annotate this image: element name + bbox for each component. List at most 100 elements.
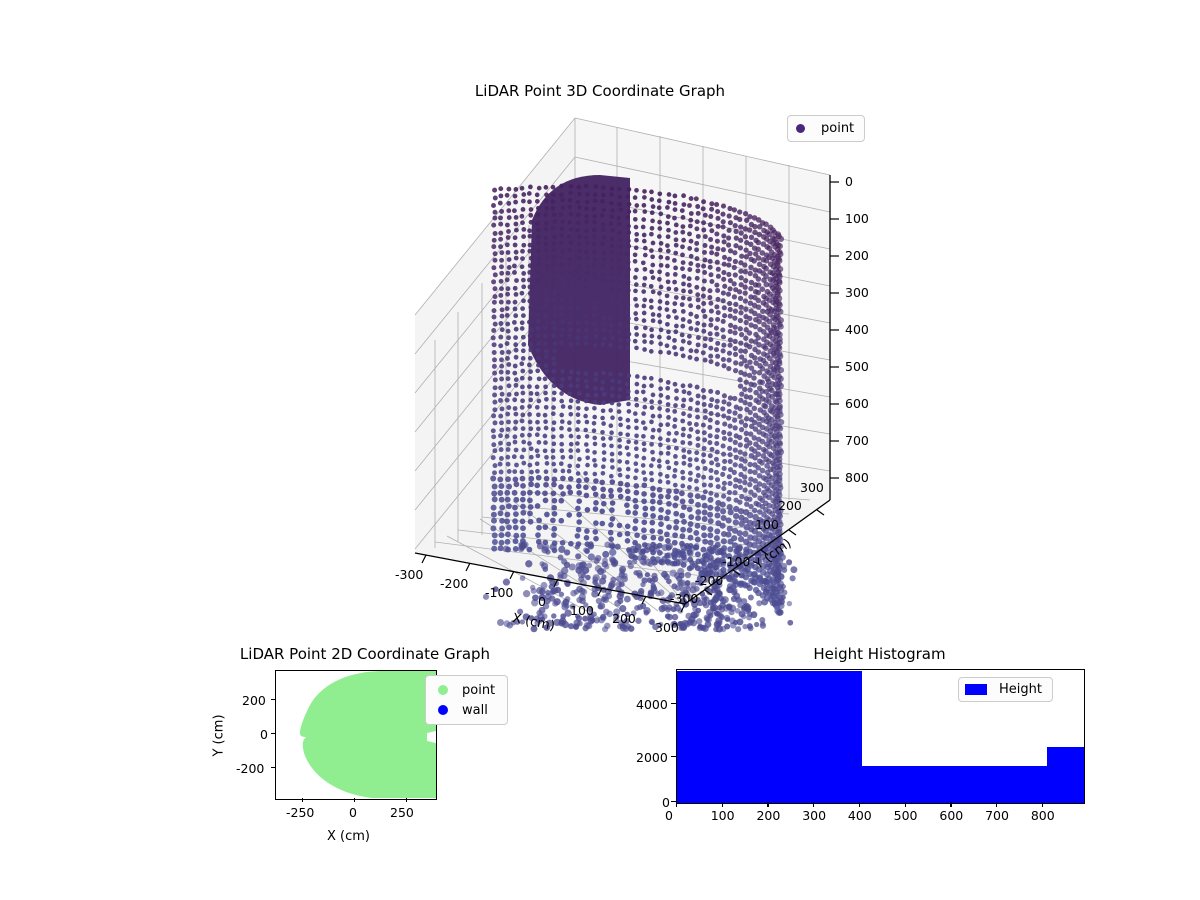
cloud-point bbox=[625, 215, 631, 220]
cloud-point bbox=[514, 462, 519, 468]
cloud-point bbox=[559, 192, 564, 198]
cloud-point bbox=[715, 273, 721, 279]
cloud-point bbox=[522, 613, 530, 621]
cloud-point bbox=[584, 206, 589, 211]
cloud-point bbox=[666, 488, 672, 495]
cloud-point bbox=[776, 477, 783, 484]
cloud-point bbox=[693, 422, 699, 427]
cloud-point bbox=[719, 613, 725, 620]
cloud-point bbox=[756, 261, 763, 268]
cloud-point bbox=[642, 476, 648, 482]
cloud-point bbox=[543, 419, 548, 425]
cloud-point bbox=[721, 393, 727, 399]
cloud-point bbox=[617, 386, 623, 392]
legend-row-wall[interactable]: wall bbox=[432, 700, 495, 720]
cloud-point bbox=[504, 518, 511, 525]
cloud-point bbox=[551, 504, 558, 511]
cloud-point bbox=[687, 477, 693, 482]
cloud-point bbox=[498, 278, 504, 284]
cloud-point bbox=[743, 254, 750, 260]
cloud-point bbox=[528, 481, 534, 488]
cloud-point bbox=[499, 391, 505, 397]
cloud-point bbox=[727, 431, 733, 437]
cloud-point bbox=[701, 474, 707, 480]
cloud-point bbox=[633, 245, 639, 251]
ytickmark-0 bbox=[271, 733, 275, 735]
legend-height-histogram[interactable]: Height bbox=[958, 677, 1053, 702]
cloud-point bbox=[681, 411, 686, 417]
cloud-point bbox=[490, 511, 497, 518]
cloud-point bbox=[626, 230, 632, 235]
cloud-point bbox=[759, 460, 765, 466]
cloud-point bbox=[714, 251, 720, 257]
cloud-point bbox=[679, 490, 685, 497]
cloud-point bbox=[672, 482, 678, 488]
cloud-point bbox=[536, 234, 541, 240]
cloud-point bbox=[700, 494, 707, 501]
xtickmark-hist-200 bbox=[767, 802, 769, 807]
cloud-point bbox=[600, 568, 607, 574]
cloud-point bbox=[513, 511, 519, 517]
cloud-point bbox=[542, 497, 549, 504]
legend-lidar-3d[interactable]: point bbox=[787, 115, 866, 142]
cloud-point bbox=[543, 469, 549, 475]
cloud-point bbox=[708, 353, 714, 359]
cloud-point bbox=[583, 313, 589, 319]
cloud-point bbox=[633, 325, 639, 331]
cloud-point bbox=[666, 613, 673, 621]
cloud-point bbox=[504, 489, 511, 496]
cloud-point bbox=[733, 235, 739, 241]
cloud-point bbox=[527, 419, 533, 425]
cloud-point bbox=[534, 620, 541, 627]
cloud-point bbox=[633, 570, 639, 576]
cloud-point bbox=[721, 435, 727, 442]
cloud-point bbox=[680, 526, 686, 533]
cloud-point bbox=[601, 370, 606, 376]
cloud-point bbox=[776, 301, 783, 309]
cloud-point bbox=[707, 504, 714, 511]
cloud-point bbox=[648, 376, 654, 381]
cloud-point bbox=[650, 318, 656, 324]
cloud-point bbox=[621, 575, 628, 583]
cloud-point bbox=[697, 566, 705, 574]
cloud-point bbox=[600, 613, 607, 620]
cloud-point bbox=[666, 192, 672, 197]
cloud-point bbox=[505, 461, 511, 467]
cloud-point bbox=[506, 264, 512, 270]
cloud-point bbox=[780, 562, 788, 570]
axes2d-frame[interactable] bbox=[275, 670, 437, 800]
cloud-point bbox=[751, 369, 758, 375]
cloud-point bbox=[695, 436, 701, 442]
cloud-point bbox=[566, 512, 573, 518]
cloud-point bbox=[577, 456, 582, 462]
cloud-point bbox=[583, 535, 590, 541]
cloud-point bbox=[550, 448, 556, 454]
cloud-point bbox=[720, 290, 726, 296]
cloud-point bbox=[702, 249, 707, 255]
cloud-point bbox=[762, 345, 769, 351]
cloud-point bbox=[748, 365, 755, 371]
cloud-point bbox=[558, 212, 564, 218]
cloud-point bbox=[657, 514, 664, 521]
cloud-point bbox=[551, 497, 558, 504]
cloud-point bbox=[648, 618, 655, 625]
cloud-point bbox=[520, 390, 526, 396]
cloud-point bbox=[777, 251, 784, 258]
cloud-point bbox=[519, 320, 525, 326]
legend-row-point[interactable]: point bbox=[432, 680, 495, 700]
cloud-point bbox=[649, 210, 655, 216]
cloud-point bbox=[498, 483, 505, 490]
cloud-point bbox=[679, 512, 686, 519]
cloud-point bbox=[776, 360, 783, 367]
xtickmark-hist-700 bbox=[996, 802, 998, 807]
cloud-point bbox=[505, 328, 511, 334]
cloud-point bbox=[543, 304, 549, 310]
legend-lidar-2d[interactable]: point wall bbox=[425, 675, 509, 725]
cloud-point bbox=[701, 402, 707, 407]
cloud-point bbox=[632, 252, 638, 258]
ytickmark-200 bbox=[271, 699, 275, 701]
cloud-point bbox=[543, 440, 548, 445]
cloud-point bbox=[593, 392, 599, 398]
cloud-point bbox=[732, 490, 738, 496]
cloud-point bbox=[687, 296, 692, 302]
